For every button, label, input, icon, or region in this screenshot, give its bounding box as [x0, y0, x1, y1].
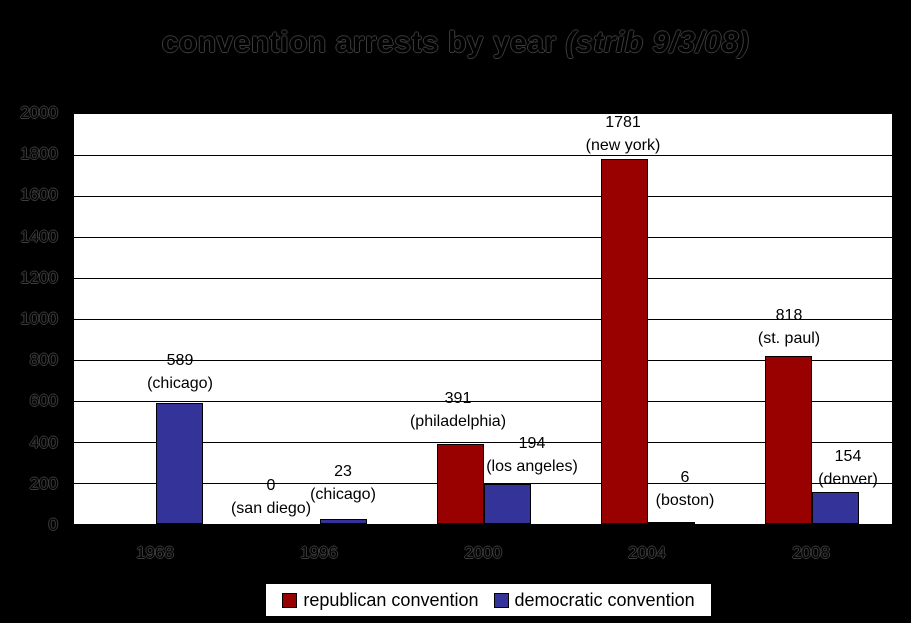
data-label-democratic-1968: 589 (chicago): [70, 349, 290, 395]
y-tick-1200: 1200: [20, 267, 58, 287]
gridline-800: [74, 360, 892, 361]
gridline-600: [74, 401, 892, 402]
data-label-democratic-2000: 194 (los angeles): [422, 432, 642, 478]
chart-title-source-note: (strib 9/3/08): [565, 26, 750, 59]
bar-democratic-2008: [812, 492, 859, 524]
bar-democratic-2000: [484, 484, 531, 524]
legend: republican convention democratic conventi…: [265, 583, 712, 617]
bar-democratic-2004: [648, 522, 695, 524]
legend-swatch-republican: [282, 592, 298, 608]
data-label-city: (san diego): [230, 500, 312, 517]
data-label-democratic-2008: 154 (denver): [738, 445, 911, 491]
legend-label-republican: republican convention: [303, 589, 479, 610]
data-label-value: 1781: [605, 114, 641, 131]
x-tick-2004: 2004: [628, 543, 666, 562]
y-tick-1600: 1600: [20, 185, 58, 205]
data-label-city: (boston): [655, 492, 715, 509]
data-label-value: 818: [775, 307, 803, 324]
y-tick-2000: 2000: [20, 103, 58, 122]
gridline-400: [74, 442, 892, 443]
data-label-city: (denver): [818, 471, 878, 488]
x-tick-1996: 1996: [300, 543, 338, 562]
y-tick-1400: 1400: [20, 226, 58, 246]
legend-label-democratic: democratic convention: [514, 589, 695, 610]
gridline-1600: [74, 196, 892, 197]
x-tick-2008: 2008: [792, 543, 830, 562]
data-label-republican-1996: 0 (san diego): [161, 474, 381, 520]
bar-republican-2004: [601, 159, 648, 524]
data-label-republican-2004: 1781 (new york): [513, 111, 733, 157]
gridline-1000: [74, 319, 892, 320]
chart-title-text: convention arrests by year: [161, 26, 557, 59]
data-label-city: (st. paul): [757, 330, 821, 347]
y-tick-1000: 1000: [20, 309, 58, 328]
data-label-value: 0: [266, 477, 276, 494]
data-label-value: 6: [680, 469, 690, 486]
data-label-value: 154: [834, 448, 862, 465]
y-tick-400: 400: [29, 432, 58, 452]
data-label-value: 194: [518, 435, 546, 452]
plot-area: [73, 113, 893, 525]
x-tick-2000: 2000: [464, 543, 502, 562]
legend-swatch-democratic: [493, 592, 509, 608]
y-tick-0: 0: [48, 515, 58, 534]
data-label-value: 391: [444, 390, 472, 407]
data-label-city: (philadelphia): [409, 413, 507, 430]
gridline-1400: [74, 237, 892, 238]
data-label-value: 589: [166, 352, 194, 369]
data-label-democratic-2004: 6 (boston): [575, 466, 795, 512]
bar-democratic-1996: [320, 519, 367, 524]
bar-republican-2008: [765, 356, 812, 524]
chart-title: convention arrests by year (strib 9/3/08): [0, 26, 911, 60]
data-label-republican-2000: 391 (philadelphia): [348, 387, 568, 433]
data-label-republican-2008: 818 (st. paul): [679, 304, 899, 350]
y-tick-200: 200: [29, 473, 58, 493]
y-tick-600: 600: [29, 391, 58, 411]
data-label-city: (los angeles): [486, 458, 578, 475]
y-tick-1800: 1800: [20, 144, 58, 164]
legend-item-republican: republican convention: [282, 589, 479, 611]
gridline-1200: [74, 278, 892, 279]
data-label-city: (new york): [585, 137, 661, 154]
bar-democratic-1968: [156, 403, 203, 524]
bar-republican-2000: [437, 444, 484, 524]
legend-item-democratic: democratic convention: [493, 589, 695, 611]
data-label-city: (chicago): [147, 375, 213, 392]
y-tick-800: 800: [29, 350, 58, 370]
gridline-1800: [74, 155, 892, 156]
data-label-value: 23: [334, 463, 352, 480]
data-label-democratic-1996: 23 (chicago): [233, 460, 453, 506]
x-tick-1968: 1968: [136, 543, 174, 562]
data-label-city: (chicago): [310, 486, 376, 503]
